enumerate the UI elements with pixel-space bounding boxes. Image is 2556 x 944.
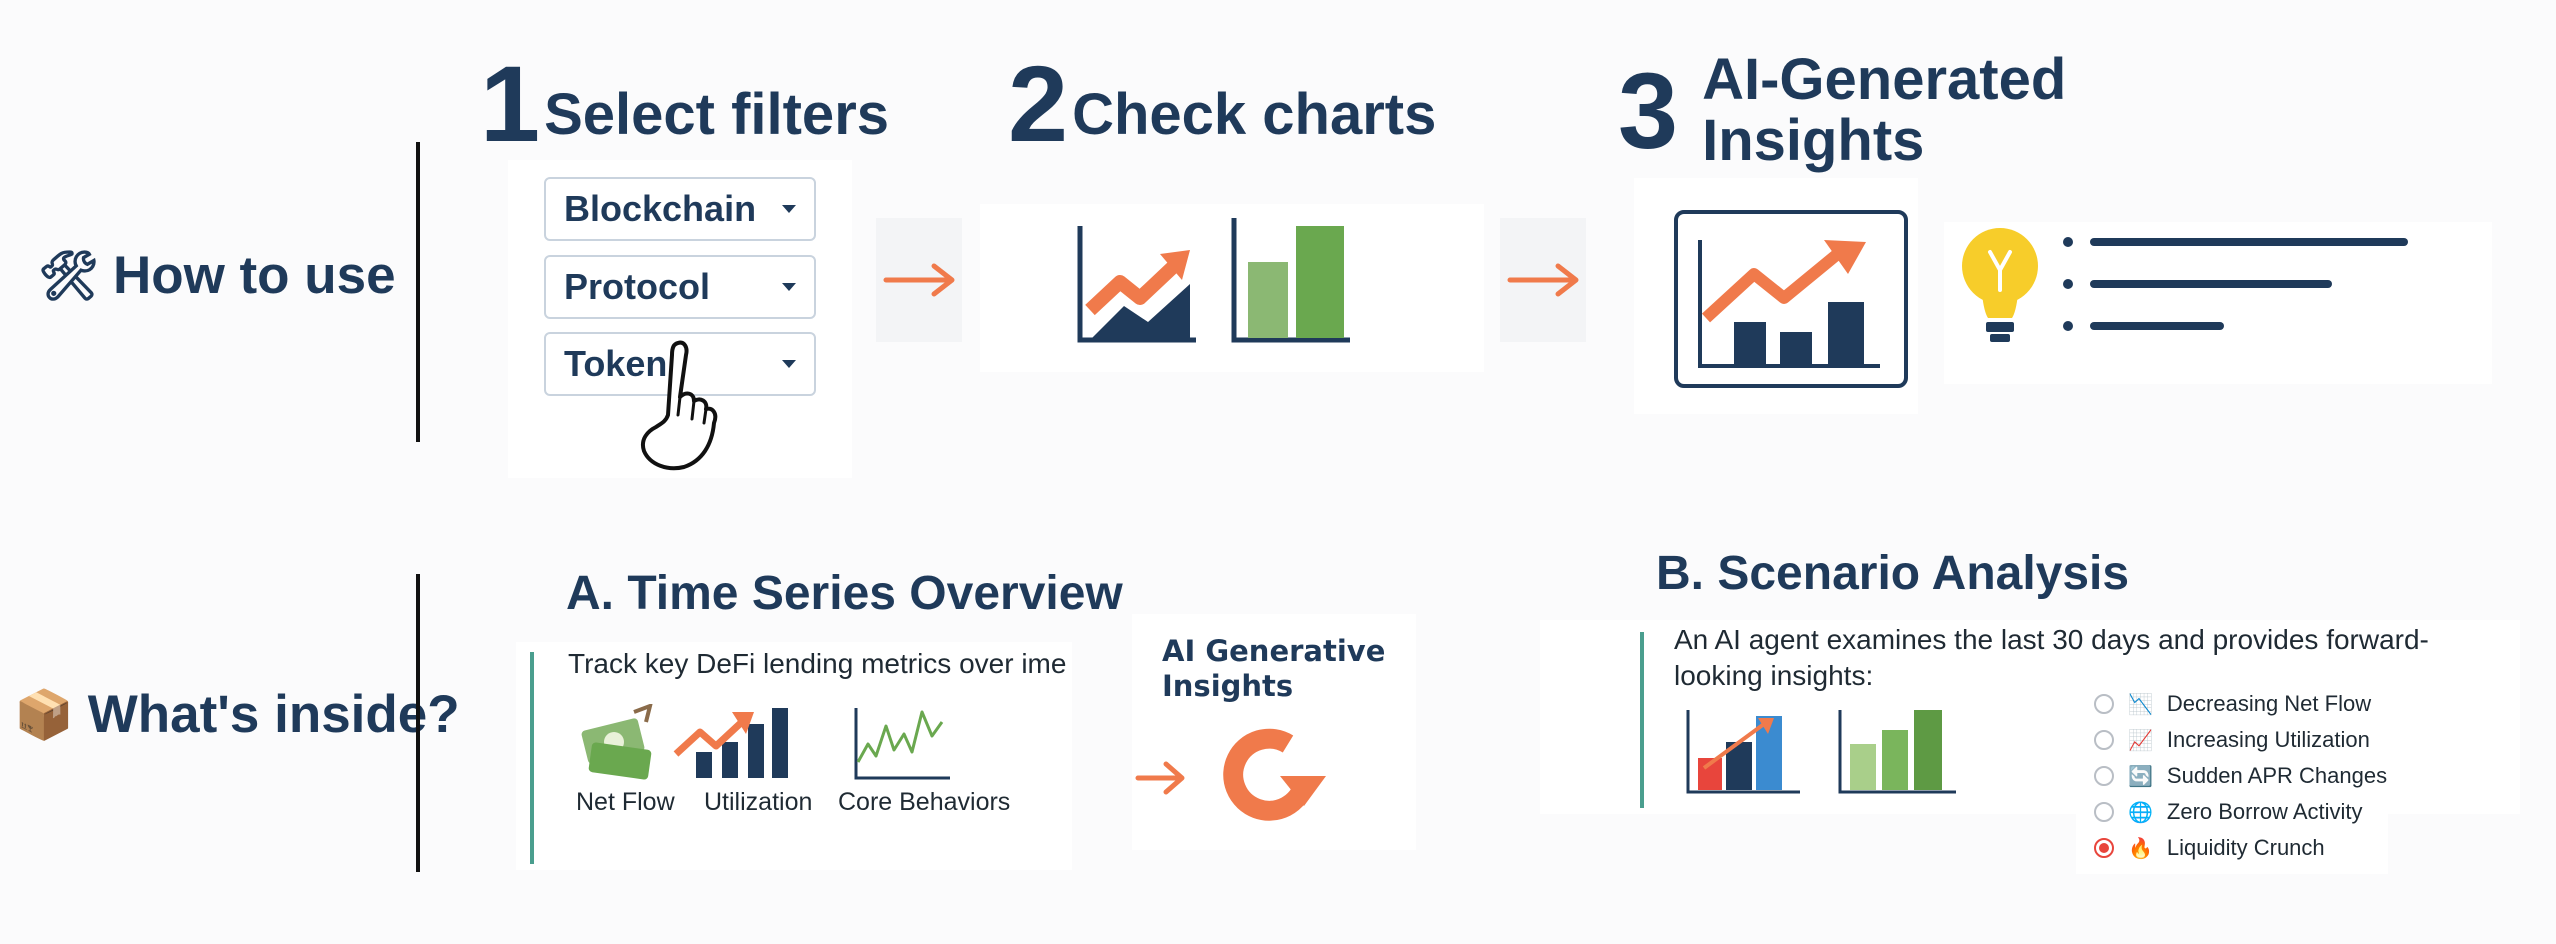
option-increasing-utilization[interactable]: 📈 Increasing Utilization [2094,722,2387,758]
ai-generative-line1: AI Generative [1162,634,1386,668]
utilization-caption: Utilization [704,788,813,816]
chevron-down-icon [782,205,796,213]
step-3-header: 3 AI-Generated Insights [1618,47,2067,173]
blockchain-dropdown-label: Blockchain [564,188,757,229]
arrow-right-icon [1507,263,1579,297]
option-zero-borrow-activity[interactable]: 🌐 Zero Borrow Activity [2094,794,2387,830]
core-behaviors-caption: Core Behaviors [838,788,1011,816]
step-3-number: 3 [1618,49,1679,171]
time-series-icons [581,704,950,780]
option-label: Decreasing Net Flow [2166,691,2372,716]
globe-icon: 🌐 [2128,800,2153,824]
divider-how-to-use [416,142,420,442]
filters-panel: Blockchain Protocol Token [508,160,852,478]
step-1-number: 1 [480,43,541,164]
refresh-icon [1135,728,1326,821]
ai-generative-panel: AI Generative Insights [1132,614,1416,850]
tools-icon: 🛠 [38,248,99,304]
step-1-title: Select filters [544,82,890,148]
how-to-use-label: How to use [112,246,396,305]
chevron-down-icon [782,360,796,368]
lightbulb-icon [1962,228,2038,342]
scenario-bar-chart-icon [1686,710,1800,794]
package-icon: 📦 [14,687,74,743]
radio-button[interactable] [2094,802,2114,822]
money-icon [581,704,653,780]
arrow-panel-1 [876,218,962,342]
whats-inside-heading: 📦 What's inside? [14,684,460,745]
accent-bar [530,652,534,864]
step-2-number: 2 [1008,43,1069,164]
insights-list-panel [1944,222,2492,384]
blockchain-dropdown[interactable]: Blockchain [544,177,816,241]
insights-chart-panel [1634,178,1918,414]
repeat-icon: 🔄 [2128,764,2153,788]
step-1-header: 1 Select filters [480,50,889,158]
scenario-title: B. Scenario Analysis [1656,547,2130,600]
protocol-dropdown-label: Protocol [564,266,711,307]
scenario-green-bar-chart-icon [1838,710,1956,794]
time-series-title: A. Time Series Overview [566,567,1123,620]
protocol-dropdown[interactable]: Protocol [544,255,816,319]
scenario-options: 📉 Decreasing Net Flow 📈 Increasing Utili… [2094,686,2387,866]
radio-button[interactable] [2094,694,2114,714]
core-behaviors-chart-icon [854,708,950,780]
option-label: Zero Borrow Activity [2166,799,2363,824]
chevron-down-icon [782,283,796,291]
option-label: Liquidity Crunch [2166,835,2325,860]
ai-generative-line2: Insights [1162,668,1294,703]
chart-icons [1077,218,1350,343]
token-dropdown-label: Token [564,343,668,384]
chart-decreasing-icon: 📉 [2128,692,2153,716]
insights-chart-icon [1674,210,1908,388]
chart-increasing-icon: 📈 [2128,728,2153,752]
radio-button-selected[interactable] [2094,838,2114,858]
divider-whats-inside [416,574,420,872]
scenario-options-list: 📉 Decreasing Net Flow 📈 Increasing Utili… [2076,684,2388,874]
arrow-panel-2 [1500,218,1586,342]
step-2-header: 2 Check charts [1008,50,1436,158]
utilization-chart-icon [673,708,788,778]
accent-bar [1640,632,1644,808]
radio-button[interactable] [2094,766,2114,786]
net-flow-caption: Net Flow [576,788,675,816]
step-2-title: Check charts [1072,82,1437,148]
scenario-chart-icons [1686,710,1956,794]
pointing-hand-icon [641,340,718,471]
whats-inside-label: What's inside? [87,685,460,744]
option-label: Sudden APR Changes [2166,763,2388,788]
how-to-use-heading: 🛠 How to use [38,245,396,306]
option-label: Increasing Utilization [2166,727,2370,752]
scenario-description: An AI agent examines the last 30 days an… [1674,624,2429,692]
option-liquidity-crunch[interactable]: 🔥 Liquidity Crunch [2094,830,2387,866]
charts-panel [980,204,1484,372]
option-sudden-apr-changes[interactable]: 🔄 Sudden APR Changes [2094,758,2387,794]
step-3-title: AI-Generated Insights [1702,47,2067,173]
insights-list-icon [1962,228,2408,342]
line-chart-icon [1077,226,1196,343]
time-series-panel: Track key DeFi lending metrics over ime … [516,642,1072,870]
option-decreasing-net-flow[interactable]: 📉 Decreasing Net Flow [2094,686,2387,722]
ai-generative-title: AI Generative Insights [1162,634,1385,704]
radio-button[interactable] [2094,730,2114,750]
step-3-title-line1: AI-Generated [1702,47,2067,112]
bullet-lines [2063,237,2408,331]
bar-chart-icon [1231,218,1350,343]
fire-icon: 🔥 [2128,836,2153,860]
arrow-right-icon [883,263,955,297]
step-3-title-line2: Insights [1702,107,1925,173]
time-series-description: Track key DeFi lending metrics over ime [568,648,1067,679]
